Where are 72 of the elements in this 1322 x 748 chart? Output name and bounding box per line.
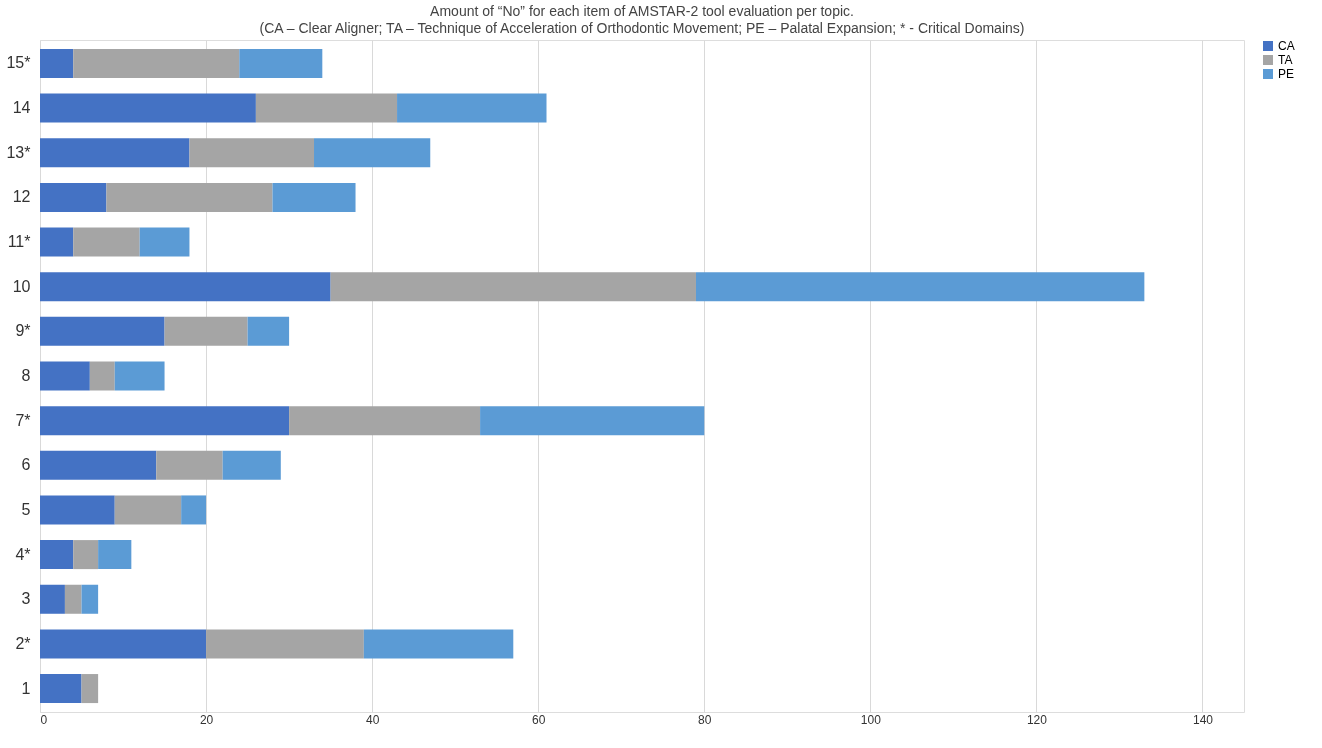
bar	[289, 406, 481, 436]
y-tick-label: 9*	[15, 322, 31, 340]
bar	[255, 93, 398, 123]
bar	[98, 540, 132, 570]
legend-label: CA	[1278, 39, 1295, 53]
y-tick-label: 15*	[6, 54, 31, 72]
legend-label: TA	[1278, 53, 1293, 67]
bar	[397, 93, 547, 123]
bar	[40, 316, 165, 346]
bar	[89, 361, 115, 391]
bar	[40, 182, 107, 212]
y-tick-label: 13*	[6, 143, 31, 161]
y-tick-label: 3	[21, 590, 31, 608]
bar	[106, 182, 273, 212]
y-tick-label: 8	[21, 367, 31, 384]
bar	[480, 406, 705, 436]
bar	[272, 182, 356, 212]
bar	[73, 227, 140, 257]
y-tick-label: 10	[12, 277, 31, 295]
y-tick-label: 2*	[15, 634, 31, 652]
bar	[73, 48, 240, 78]
bar	[695, 272, 1145, 302]
y-tick-label: 7*	[15, 411, 31, 429]
y-tick-label: 1	[21, 679, 31, 697]
bar	[164, 316, 248, 346]
bar	[181, 495, 207, 525]
bar	[40, 227, 74, 257]
x-tick-label: 40	[365, 712, 380, 727]
x-tick-label: 140	[1192, 712, 1214, 727]
bar	[363, 629, 514, 659]
bar	[114, 361, 165, 391]
bar	[40, 138, 190, 168]
bar	[40, 495, 115, 525]
bar	[156, 450, 223, 480]
y-tick-label: 11*	[7, 233, 31, 251]
bar	[40, 406, 290, 436]
y-tick-label: 12	[12, 188, 31, 206]
y-tick-label: 4*	[15, 545, 31, 563]
x-tick-label: 20	[199, 712, 214, 727]
y-tick-label: 5	[21, 500, 31, 518]
bar	[40, 629, 207, 659]
chart-subtitle: (CA – Clear Aligner; TA – Technique of Acceleration of Orthodontic Movement; PE – Palatal Expansion; * - Critical Domains)	[259, 20, 1025, 36]
bar	[222, 450, 281, 480]
chart-title: Amount of “No” for each item of AMSTAR-2 tool evaluation per topic.	[430, 3, 854, 19]
x-tick-label: 100	[860, 712, 882, 727]
bar	[139, 227, 190, 257]
bar	[40, 674, 82, 704]
x-tick-label: 60	[532, 712, 546, 727]
bar	[114, 495, 182, 525]
bar	[40, 361, 90, 391]
y-tick-label: 6	[21, 456, 31, 474]
legend-label: PE	[1278, 67, 1295, 81]
bar	[81, 674, 99, 704]
x-tick-label: 80	[698, 712, 712, 727]
bar	[40, 540, 74, 570]
bar	[73, 540, 99, 570]
bar	[189, 138, 315, 168]
bar	[40, 272, 331, 302]
bar	[40, 48, 74, 78]
bar	[64, 584, 82, 614]
bar	[239, 48, 323, 78]
bar	[40, 93, 256, 123]
bar	[330, 272, 696, 302]
x-tick-label: 120	[1026, 712, 1048, 727]
bar	[40, 450, 157, 480]
bar	[206, 629, 364, 659]
bar	[40, 584, 65, 614]
y-tick-label: 14	[12, 99, 31, 117]
bar	[247, 316, 290, 346]
x-tick-label: 0	[40, 712, 48, 727]
bar	[314, 138, 431, 168]
bar	[81, 584, 99, 614]
